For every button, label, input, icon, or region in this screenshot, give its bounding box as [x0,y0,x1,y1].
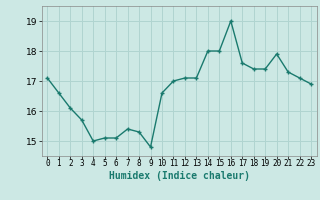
X-axis label: Humidex (Indice chaleur): Humidex (Indice chaleur) [109,171,250,181]
